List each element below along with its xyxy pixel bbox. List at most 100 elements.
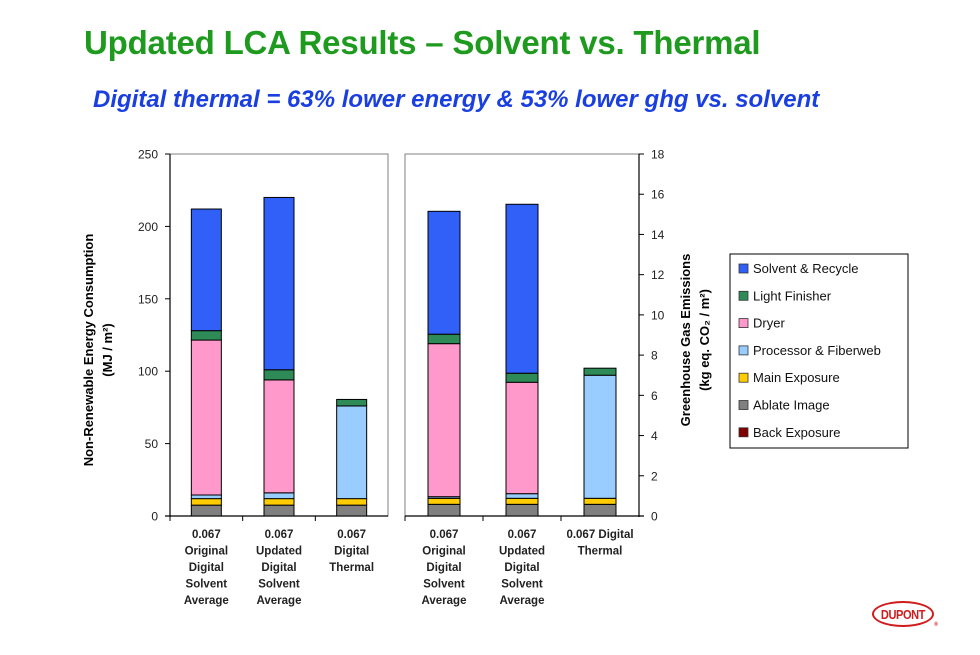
energy-x-tick-label: Thermal [329,562,374,574]
registered-mark: ® [934,622,938,628]
ghg-bar-segment-main-exposure [427,497,461,505]
ghg-bar-segment-ablate-image [427,503,461,517]
ghg-y-tick-label: 18 [651,148,665,162]
legend-label: Main Exposure [753,370,840,385]
energy-bar-segment-main-exposure [263,498,295,506]
ghg-x-tick-label: 0.067 [508,529,537,541]
energy-y-tick-label: 50 [145,437,159,451]
energy-bar-segment-main-exposure [190,498,222,506]
energy-y-tick-label: 250 [138,148,158,162]
legend: Solvent & Recycle Light Finisher Dryer Proc… [729,253,909,449]
ghg-x-tick-label: 0.067 Digital [566,529,633,541]
ghg-bar-segment-light-finisher [505,372,539,383]
ghg-chart: 0 2 4 6 8 10 12 14 16 18 0.067 Original Digital Solv… [404,148,712,607]
energy-x-tick-label: Solvent [186,579,228,591]
energy-y-tick-label: 0 [151,510,158,524]
ghg-x-tick-label: Digital [426,562,461,574]
energy-y-unit: (MJ / m²) [100,323,115,376]
ghg-bar-segment-light-finisher [583,367,617,376]
energy-bar-segment-ablate-image [263,504,295,517]
ghg-bar-segment-processor-fiberweb [505,493,539,499]
energy-x-tick-label: 0.067 [265,529,294,541]
legend-swatch-back-exposure [738,427,749,438]
ghg-bar-segment-solvent-recycle [505,203,539,374]
energy-bar-segment-processor-fiberweb [263,492,295,500]
energy-x-tick-label: Solvent [258,579,300,591]
energy-bar-segment-light-finisher [190,330,222,341]
ghg-bar-segment-solvent-recycle [427,210,461,335]
energy-x-tick-label: Digital [334,546,369,558]
slide-title: Updated LCA Results – Solvent vs. Therma… [84,24,761,61]
energy-y-tick-label: 200 [138,220,158,234]
legend-label: Processor & Fiberweb [753,343,881,358]
energy-y-label: Non-Renewable Energy Consumption [81,234,96,467]
ghg-y-tick-label: 16 [651,188,665,202]
energy-x-tick-label: 0.067 [192,529,221,541]
energy-bar-segment-main-exposure [336,498,368,506]
energy-bar-segment-dryer [190,339,222,496]
energy-bar-segment-processor-fiberweb [336,405,368,500]
energy-y-tick-label: 150 [138,292,158,306]
ghg-y-tick-label: 6 [651,389,658,403]
energy-x-tick-label: Average [257,595,302,607]
ghg-x-tick-label: Original [422,546,465,558]
energy-bar-segment-light-finisher [336,398,368,407]
ghg-bar-segment-processor-fiberweb [583,374,617,499]
legend-box [729,253,909,449]
ghg-bar-segment-ablate-image [583,503,617,517]
legend-swatch-main-exposure [738,372,749,383]
energy-x-tick-label: Average [184,595,229,607]
ghg-x-tick-label: Average [422,595,467,607]
dupont-logo: DUPONT ® [872,601,938,628]
ghg-x-tick-label: Average [500,595,545,607]
ghg-bar-segment-ablate-image [505,503,539,517]
energy-chart: 0 50 100 150 200 250 0.067 Original Digital Solv… [81,148,389,607]
ghg-x-tick-label: Solvent [501,579,543,591]
logo-text: DUPONT [880,606,926,622]
legend-swatch-dryer [738,318,749,329]
energy-x-tick-label: Digital [261,562,296,574]
energy-bar-segment-ablate-image [336,504,368,517]
legend-swatch-ablate-image [738,400,749,410]
ghg-bar-segment-dryer [505,381,539,495]
ghg-bar-segment-main-exposure [583,497,617,505]
ghg-y-tick-label: 14 [651,228,665,242]
ghg-y-unit: (kg eq. CO₂ / m²) [697,289,712,391]
ghg-y-tick-label: 8 [651,349,658,363]
slide-subtitle: Digital thermal = 63% lower energy & 53%… [93,86,820,113]
energy-x-tick-label: Digital [189,562,224,574]
energy-x-tick-label: Original [185,546,228,558]
ghg-y-label: Greenhouse Gas Emissions [678,254,693,427]
energy-bar-segment-light-finisher [263,369,295,381]
ghg-y-tick-label: 2 [651,469,658,483]
energy-x-tick-label: Updated [256,546,302,558]
legend-swatch-light-finisher [738,290,749,301]
ghg-y-tick-label: 12 [651,268,665,282]
ghg-x-tick-label: Digital [504,562,539,574]
legend-label: Light Finisher [753,288,832,303]
ghg-x-tick-label: Updated [499,546,545,558]
ghg-x-tick-label: 0.067 [430,529,459,541]
energy-bar-segment-solvent-recycle [263,196,295,371]
energy-bar-segment-processor-fiberweb [190,494,222,500]
energy-bar-segment-solvent-recycle [190,208,222,332]
ghg-y-tick-label: 0 [651,510,658,524]
ghg-x-tick-label: Solvent [423,579,465,591]
legend-label: Back Exposure [753,425,840,440]
energy-bar-segment-dryer [263,379,295,494]
energy-y-tick-label: 100 [138,365,158,379]
ghg-x-tick-label: Thermal [578,546,623,558]
energy-x-tick-label: 0.067 [337,529,366,541]
legend-label: Ablate Image [753,398,830,413]
energy-bar-segment-ablate-image [190,504,222,517]
ghg-bar-segment-dryer [427,343,461,498]
ghg-y-tick-label: 10 [651,308,665,322]
legend-swatch-solvent-recycle [738,263,749,274]
ghg-bar-segment-light-finisher [427,333,461,345]
ghg-y-tick-label: 4 [651,429,658,443]
legend-label: Dryer [753,316,785,331]
ghg-bar-segment-main-exposure [505,497,539,505]
legend-label: Solvent & Recycle [753,261,859,276]
legend-swatch-processor-fiberweb [738,345,749,356]
